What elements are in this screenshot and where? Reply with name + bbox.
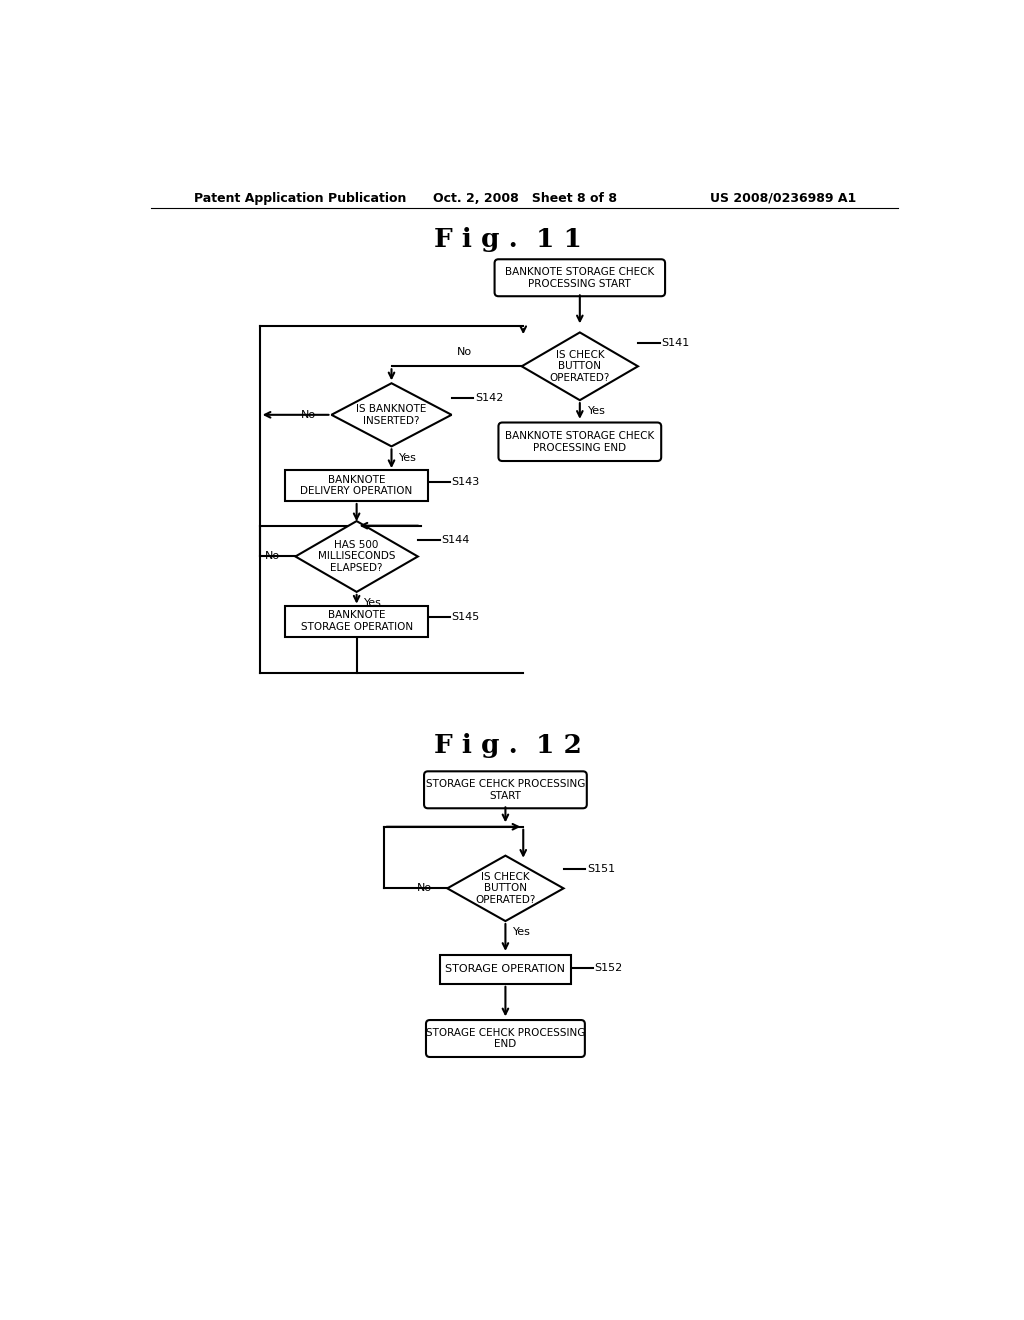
Text: Patent Application Publication: Patent Application Publication [194,191,407,205]
Text: Oct. 2, 2008   Sheet 8 of 8: Oct. 2, 2008 Sheet 8 of 8 [433,191,616,205]
Text: BANKNOTE STORAGE CHECK
PROCESSING START: BANKNOTE STORAGE CHECK PROCESSING START [505,267,654,289]
Text: S151: S151 [587,865,615,874]
Text: IS CHECK
BUTTON
OPERATED?: IS CHECK BUTTON OPERATED? [475,871,536,906]
Text: BANKNOTE STORAGE CHECK
PROCESSING END: BANKNOTE STORAGE CHECK PROCESSING END [505,430,654,453]
Text: S145: S145 [452,612,480,622]
Text: IS BANKNOTE
INSERTED?: IS BANKNOTE INSERTED? [356,404,427,425]
Bar [439,954,571,983]
Bar [285,606,428,636]
Polygon shape [295,521,418,591]
FancyBboxPatch shape [426,1020,585,1057]
Polygon shape [521,333,638,400]
Text: S152: S152 [595,962,623,973]
Text: STORAGE OPERATION: STORAGE OPERATION [445,964,565,974]
Text: Yes: Yes [588,407,605,416]
Text: Yes: Yes [365,598,382,609]
Text: Yes: Yes [513,927,531,937]
Text: S142: S142 [475,393,503,403]
Text: S141: S141 [662,338,689,348]
Text: BANKNOTE
DELIVERY OPERATION: BANKNOTE DELIVERY OPERATION [300,475,413,496]
Polygon shape [447,855,563,921]
Text: S143: S143 [452,477,480,487]
Polygon shape [332,383,452,446]
Text: IS CHECK
BUTTON
OPERATED?: IS CHECK BUTTON OPERATED? [550,350,610,383]
Text: No: No [457,347,472,358]
Text: No: No [301,409,316,420]
Text: US 2008/0236989 A1: US 2008/0236989 A1 [711,191,856,205]
Text: S144: S144 [441,535,469,545]
Text: BANKNOTE
STORAGE OPERATION: BANKNOTE STORAGE OPERATION [301,610,413,632]
FancyBboxPatch shape [424,771,587,808]
Text: F i g .  1 2: F i g . 1 2 [434,733,582,758]
FancyBboxPatch shape [495,259,665,296]
Text: No: No [417,883,432,894]
Text: STORAGE CEHCK PROCESSING
END: STORAGE CEHCK PROCESSING END [426,1028,585,1049]
Text: No: No [265,552,280,561]
Bar [285,470,428,502]
Text: Yes: Yes [399,453,417,462]
Text: STORAGE CEHCK PROCESSING
START: STORAGE CEHCK PROCESSING START [426,779,585,801]
Text: F i g .  1 1: F i g . 1 1 [434,227,582,252]
Text: HAS 500
MILLISECONDS
ELAPSED?: HAS 500 MILLISECONDS ELAPSED? [317,540,395,573]
FancyBboxPatch shape [499,422,662,461]
